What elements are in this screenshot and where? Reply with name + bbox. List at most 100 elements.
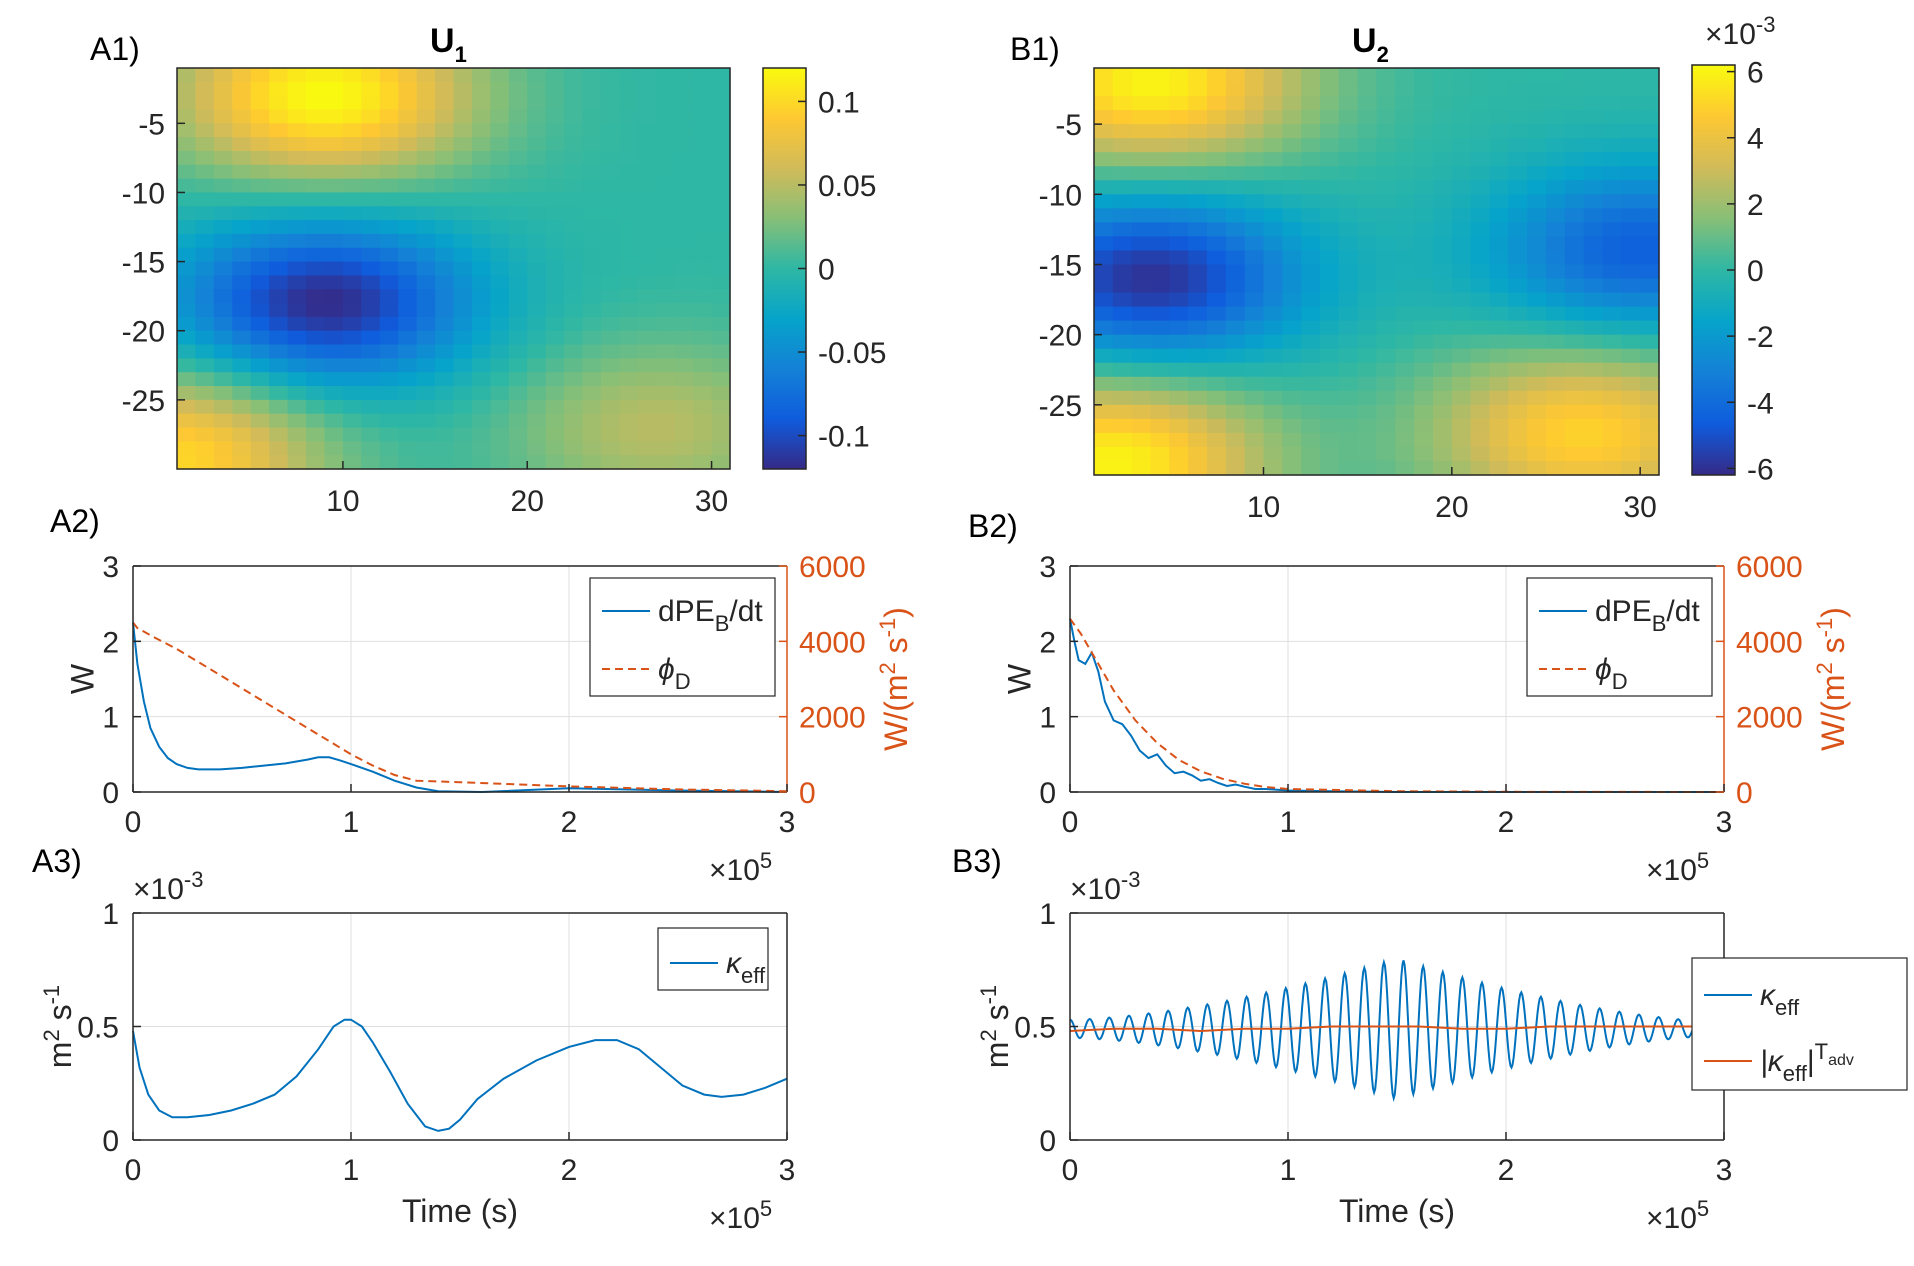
heatmap-cell bbox=[1207, 432, 1227, 448]
heatmap-cell bbox=[1150, 376, 1170, 392]
heatmap-cell bbox=[1489, 194, 1509, 209]
heatmap-cell bbox=[1546, 264, 1566, 280]
heatmap-cell bbox=[1527, 278, 1547, 294]
heatmap-cell bbox=[398, 247, 418, 263]
heatmap-cell bbox=[1640, 264, 1660, 280]
heatmap-cell bbox=[213, 427, 233, 442]
heatmap-cell bbox=[1169, 236, 1189, 252]
heatmap-cell bbox=[306, 192, 326, 207]
heatmap-cell bbox=[1150, 82, 1170, 97]
heatmap-cell bbox=[306, 303, 326, 318]
heatmap-cell bbox=[453, 178, 473, 194]
heatmap-cell bbox=[545, 441, 565, 456]
heatmap-cell bbox=[1414, 222, 1434, 238]
heatmap-cell bbox=[1546, 68, 1566, 83]
heatmap-cell bbox=[453, 455, 473, 470]
heatmap-cell bbox=[619, 386, 639, 401]
heatmap-cell bbox=[1112, 334, 1133, 350]
heatmap-cell bbox=[435, 247, 455, 263]
heatmap-cell bbox=[1282, 194, 1302, 209]
heatmap-cell bbox=[1489, 460, 1509, 476]
heatmap-cell bbox=[250, 289, 270, 304]
heatmap-cell bbox=[453, 413, 473, 429]
heatmap-cell bbox=[1225, 180, 1246, 195]
heatmap-cell bbox=[619, 316, 639, 332]
heatmap-cell bbox=[1188, 138, 1208, 153]
heatmap-cell bbox=[711, 358, 731, 373]
heatmap-cell bbox=[453, 164, 473, 180]
heatmap-cell bbox=[269, 247, 289, 263]
heatmap-cell bbox=[1131, 124, 1152, 139]
right-tick-label: 0 bbox=[799, 777, 816, 810]
heatmap-cell bbox=[1263, 278, 1283, 294]
heatmap-cell bbox=[342, 330, 362, 346]
heatmap-cell bbox=[379, 316, 399, 332]
heatmap-cell bbox=[564, 386, 584, 401]
heatmap-cell bbox=[674, 123, 694, 138]
heatmap-cell bbox=[1470, 194, 1491, 209]
heatmap-cell bbox=[379, 344, 399, 359]
heatmap-cell bbox=[1602, 376, 1622, 392]
heatmap-cell bbox=[582, 344, 602, 359]
heatmap-cell bbox=[177, 109, 197, 124]
heatmap-cell bbox=[693, 192, 713, 207]
panel-label-b1: B1) bbox=[1010, 31, 1060, 67]
heatmap-cell bbox=[1564, 460, 1585, 476]
heatmap-cell bbox=[1395, 320, 1415, 336]
heatmap-cell bbox=[1301, 194, 1321, 209]
heatmap-cell bbox=[1094, 278, 1114, 294]
heatmap-cell bbox=[1433, 250, 1453, 266]
heatmap-cell bbox=[1301, 376, 1321, 392]
heatmap-cell bbox=[1150, 334, 1170, 350]
heatmap-cell bbox=[1621, 222, 1641, 238]
heatmap-cell bbox=[269, 164, 289, 180]
heatmap-cell bbox=[1338, 166, 1359, 181]
heatmap-cell bbox=[490, 358, 510, 373]
heatmap-cell bbox=[564, 289, 584, 304]
heatmap-cell bbox=[674, 81, 694, 97]
right-axis-label: W/(m2 s-1) bbox=[1812, 607, 1851, 751]
heatmap-cell bbox=[1640, 222, 1660, 238]
heatmap-cell bbox=[1414, 418, 1434, 434]
heatmap-cell bbox=[1207, 320, 1227, 336]
heatmap-cell bbox=[490, 372, 510, 387]
heatmap-cell bbox=[287, 413, 307, 429]
heatmap-cell bbox=[416, 233, 436, 249]
heatmap-cell bbox=[582, 441, 602, 456]
heatmap-cell bbox=[269, 455, 289, 470]
heatmap-b1-frame bbox=[1093, 67, 1660, 476]
heatmap-cell bbox=[435, 81, 455, 97]
heatmap-cell bbox=[453, 192, 473, 207]
heatmap-cell bbox=[1508, 306, 1528, 322]
heatmap-cell bbox=[693, 150, 713, 166]
heatmap-cell bbox=[564, 275, 584, 290]
heatmap-cell bbox=[619, 303, 639, 318]
heatmap-cell bbox=[1188, 250, 1208, 266]
heatmap-cell bbox=[637, 247, 657, 263]
heatmap-cell bbox=[1433, 334, 1453, 350]
heatmap-cell bbox=[1282, 320, 1302, 336]
heatmap-cell bbox=[435, 330, 455, 346]
heatmap-cell bbox=[582, 150, 602, 166]
heatmap-cell bbox=[1376, 208, 1396, 223]
heatmap-cell bbox=[1433, 348, 1453, 364]
heatmap-cell bbox=[1244, 376, 1265, 392]
heatmap-cell bbox=[398, 68, 418, 83]
heatmap-cell bbox=[287, 275, 307, 290]
heatmap-cell bbox=[342, 303, 362, 318]
heatmap-cell bbox=[324, 330, 344, 346]
heatmap-cell bbox=[269, 303, 289, 318]
heatmap-cell bbox=[379, 358, 399, 373]
heatmap-cell bbox=[361, 81, 381, 97]
heatmap-cell bbox=[1640, 166, 1660, 181]
heatmap-cell bbox=[582, 372, 602, 387]
heatmap-cell bbox=[232, 206, 252, 221]
heatmap-cell bbox=[545, 137, 565, 152]
heatmap-cell bbox=[1376, 68, 1396, 83]
heatmap-cell bbox=[1508, 208, 1528, 223]
heatmap-cell bbox=[564, 81, 584, 97]
heatmap-cell bbox=[1376, 236, 1396, 252]
heatmap-cell bbox=[600, 81, 620, 97]
heatmap-cell bbox=[1244, 124, 1265, 139]
heatmap-cell bbox=[232, 413, 252, 429]
